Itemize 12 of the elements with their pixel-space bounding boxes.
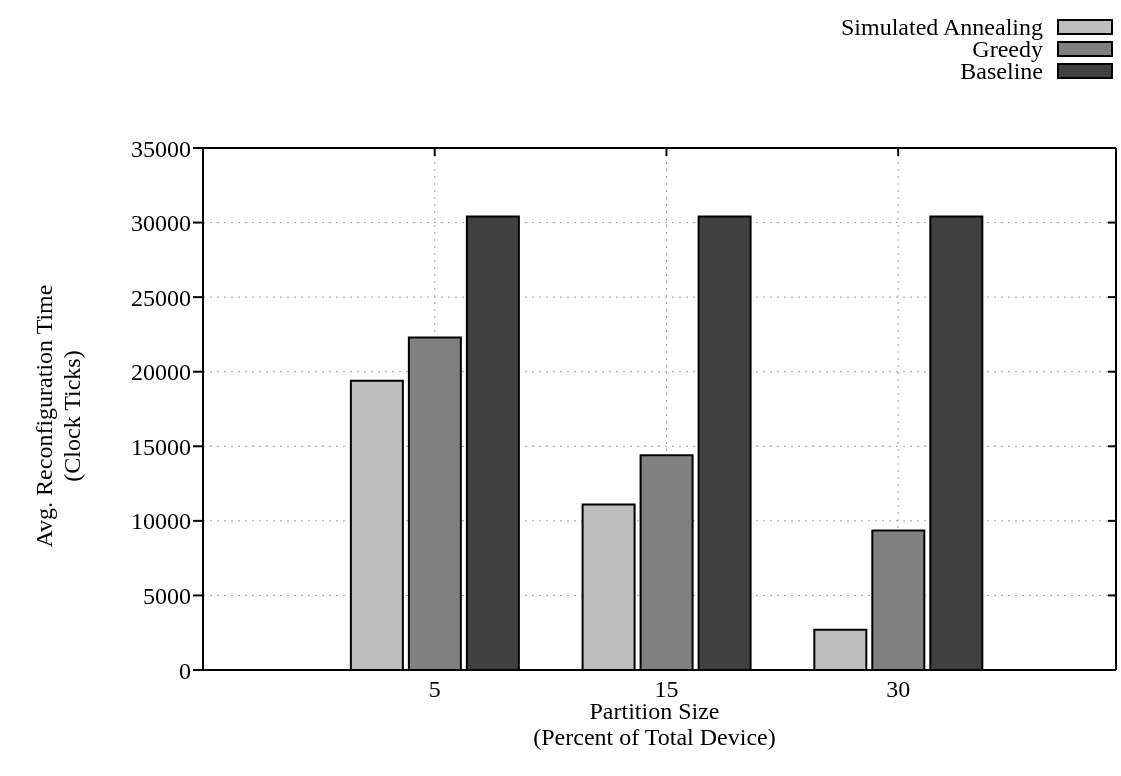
x-tick-label: 30 [886, 676, 911, 703]
y-axis-title: Avg. Reconfiguration Time (Clock Ticks) [30, 284, 86, 548]
y-tick-label: 10000 [131, 508, 191, 535]
y-tick-label: 5000 [143, 582, 191, 609]
y-tick-label: 35000 [131, 135, 191, 162]
x-tick-label: 5 [428, 676, 441, 703]
y-tick-label: 0 [179, 657, 191, 684]
y-tick-label: 20000 [131, 359, 191, 386]
y-tick-label: 15000 [131, 433, 191, 460]
legend-label: Simulated Annealing [841, 14, 1043, 40]
y-tick-label: 25000 [131, 284, 191, 311]
y-tick-label: 30000 [131, 210, 191, 237]
